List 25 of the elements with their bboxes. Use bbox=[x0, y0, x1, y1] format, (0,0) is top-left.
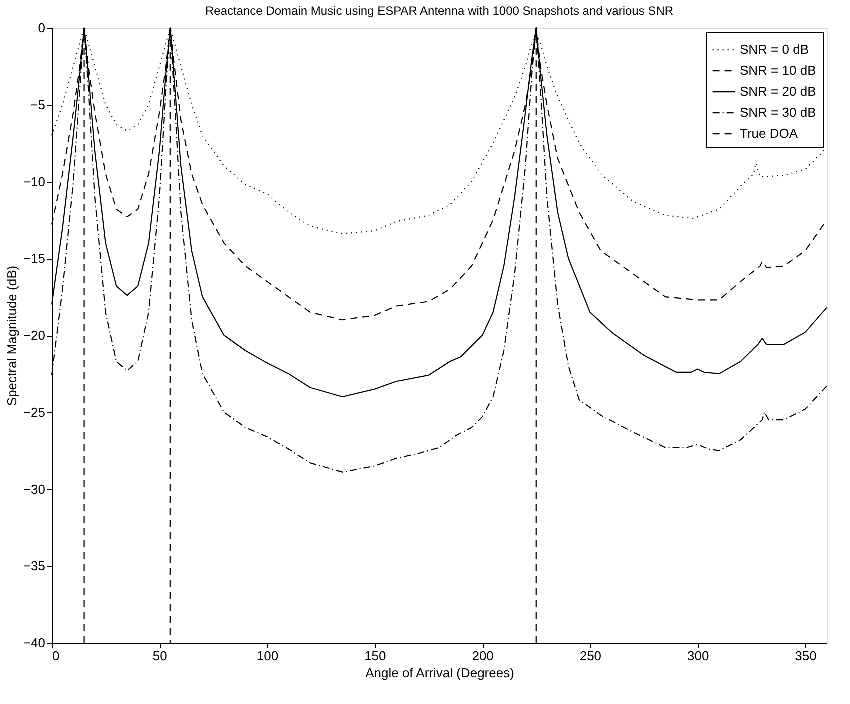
x-tick-label: 350 bbox=[795, 648, 817, 664]
y-tick-label: −40 bbox=[23, 636, 46, 650]
legend-label: True DOA bbox=[740, 126, 798, 141]
legend-label: SNR = 30 dB bbox=[740, 105, 816, 120]
y-tick-label: −10 bbox=[23, 174, 46, 190]
y-tick-label: 0 bbox=[38, 20, 46, 36]
x-tick-label: 300 bbox=[687, 648, 710, 664]
y-tick-label: −30 bbox=[23, 482, 46, 497]
x-tick-label: 50 bbox=[152, 648, 168, 664]
x-axis-title: Angle of Arrival (Degrees) bbox=[366, 666, 514, 680]
y-tick-label: −20 bbox=[23, 328, 46, 343]
x-tick-label: 100 bbox=[256, 648, 279, 664]
legend-label: SNR = 10 dB bbox=[740, 63, 816, 78]
legend-label: SNR = 0 dB bbox=[740, 42, 810, 57]
x-tick-label: 0 bbox=[52, 648, 60, 664]
y-axis-title: Spectral Magnitude (dB) bbox=[4, 266, 20, 406]
y-tick-label: −5 bbox=[30, 97, 46, 112]
x-tick-label: 250 bbox=[580, 648, 602, 664]
legend-label: SNR = 20 dB bbox=[740, 84, 816, 99]
y-tick-label: −15 bbox=[23, 251, 46, 266]
y-tick-label: −35 bbox=[23, 558, 46, 574]
x-tick-label: 200 bbox=[472, 648, 494, 664]
y-tick-label: −25 bbox=[23, 404, 46, 420]
x-tick-label: 150 bbox=[364, 648, 386, 664]
chart-title: Reactance Domain Music using ESPAR Antenna with 1000 Snapshots and various SNR bbox=[205, 4, 674, 18]
